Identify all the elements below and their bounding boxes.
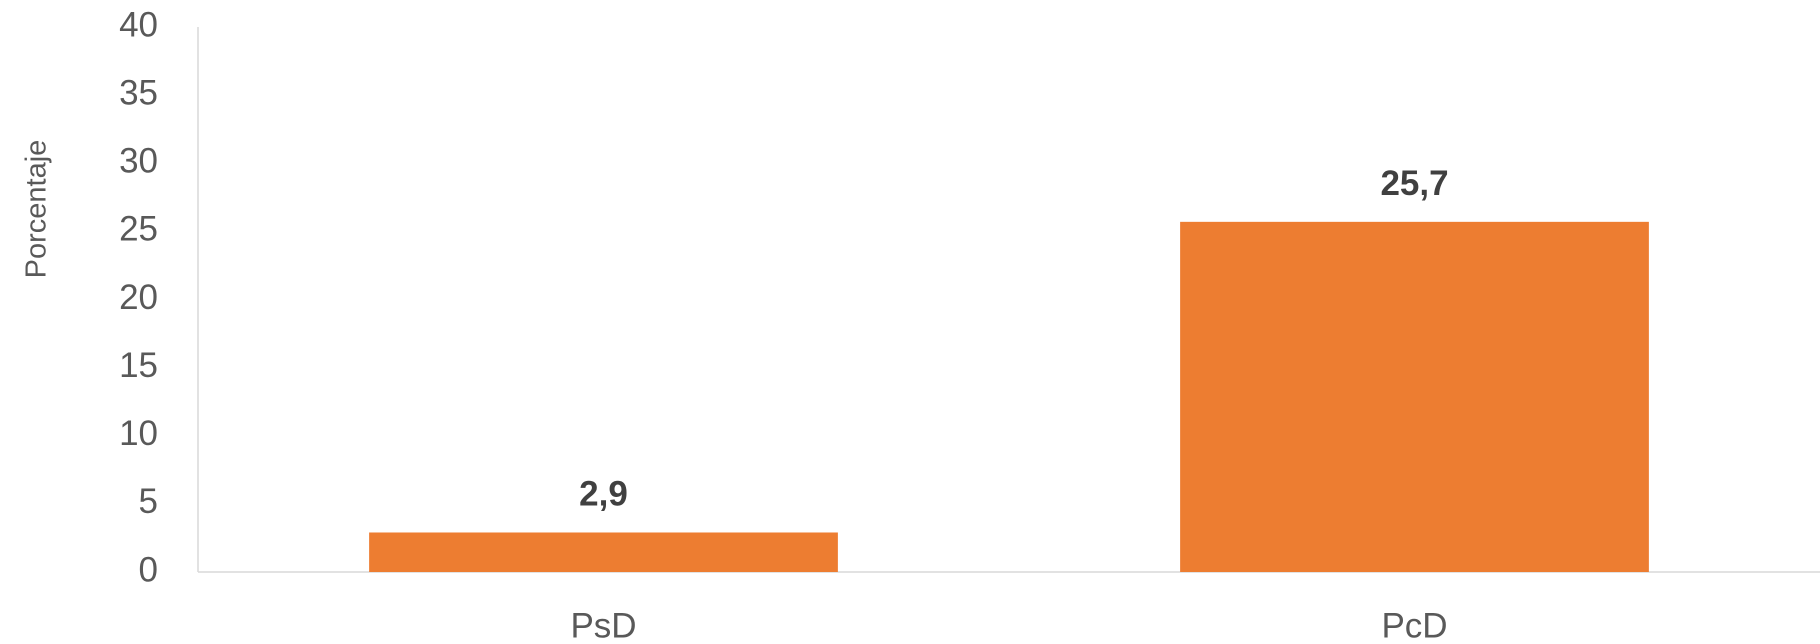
y-tick-label: 40: [119, 5, 158, 44]
y-tick-label: 5: [139, 482, 158, 521]
y-tick-label: 20: [119, 278, 158, 317]
y-tick-label: 15: [119, 346, 158, 385]
value-label: 25,7: [1380, 164, 1448, 203]
x-tick-label: PcD: [1381, 606, 1447, 644]
value-label: 2,9: [579, 475, 628, 514]
x-tick-label: PsD: [570, 606, 636, 644]
bar: [1180, 221, 1649, 572]
bar: [369, 532, 838, 572]
y-tick-label: 25: [119, 210, 158, 249]
y-tick-label: 0: [139, 550, 158, 589]
y-axis-label: Porcentaje: [21, 140, 53, 279]
y-tick-label: 30: [119, 142, 158, 181]
y-tick-label: 10: [119, 414, 158, 453]
y-tick-label: 35: [119, 73, 158, 112]
